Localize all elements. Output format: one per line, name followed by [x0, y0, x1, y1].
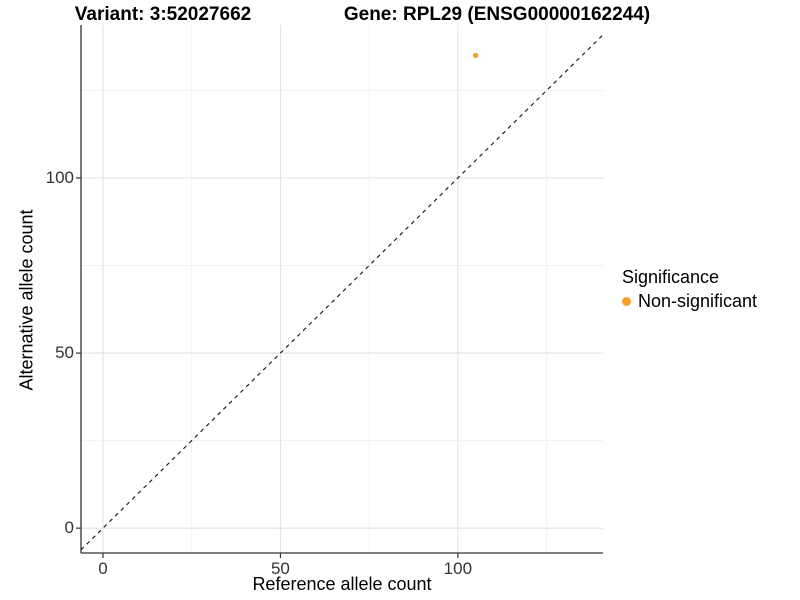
y-axis-label: Alternative allele count [16, 209, 37, 391]
legend-items: Non-significant [622, 291, 757, 312]
legend-title: Significance [622, 267, 720, 287]
legend: Significance Non-significant [622, 266, 757, 312]
x-axis-label: Reference allele count [252, 574, 432, 594]
y-tick-label: 50 [55, 343, 74, 363]
legend-item: Non-significant [622, 291, 757, 312]
legend-swatch-icon [622, 297, 631, 306]
legend-item-label: Non-significant [638, 291, 758, 311]
x-tick-label: 50 [270, 559, 290, 578]
x-tick-label: 0 [98, 559, 108, 578]
data-point [472, 52, 479, 59]
identity-line [80, 34, 604, 551]
x-tick-label: 100 [443, 559, 473, 578]
y-tick-label: 0 [64, 518, 74, 538]
y-tick-label: 100 [45, 168, 74, 187]
variant-title: Variant: 3:52027662 [74, 4, 252, 25]
gene-title: Gene: RPL29 (ENSG00000162244) [343, 4, 651, 25]
